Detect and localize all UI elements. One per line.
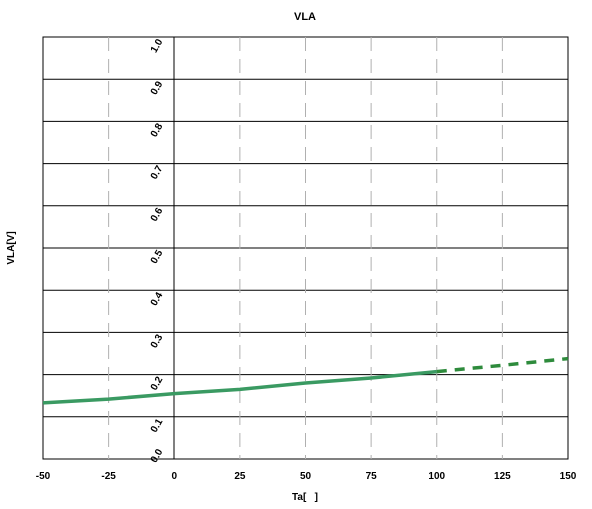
y-axis-label: VLA[V] [6, 231, 17, 264]
vertical-gridlines [108, 37, 503, 459]
x-tick-label: 0 [171, 471, 177, 482]
plot-area [42, 36, 569, 460]
horizontal-gridlines [43, 78, 568, 418]
x-tick-label: 100 [428, 471, 445, 482]
x-tick-label: 125 [494, 471, 511, 482]
series-layer [42, 356, 569, 405]
x-tick-label: 25 [234, 471, 246, 482]
x-tick-label: 50 [300, 471, 312, 482]
series-line-solid [42, 369, 437, 405]
x-tick-label: -50 [36, 471, 51, 482]
y-tick-labels: 0.00.10.20.30.40.50.60.70.80.91.0 [149, 37, 166, 465]
x-tick-label: -25 [101, 471, 116, 482]
x-axis-label: Ta[ ] [292, 492, 318, 503]
series-line-dashed [436, 356, 569, 374]
chart-title: VLA [294, 11, 316, 23]
x-tick-labels: -50 -25 0 25 50 75 100 125 150 [36, 471, 577, 482]
x-tick-label: 75 [366, 471, 378, 482]
x-tick-label: 150 [560, 471, 577, 482]
